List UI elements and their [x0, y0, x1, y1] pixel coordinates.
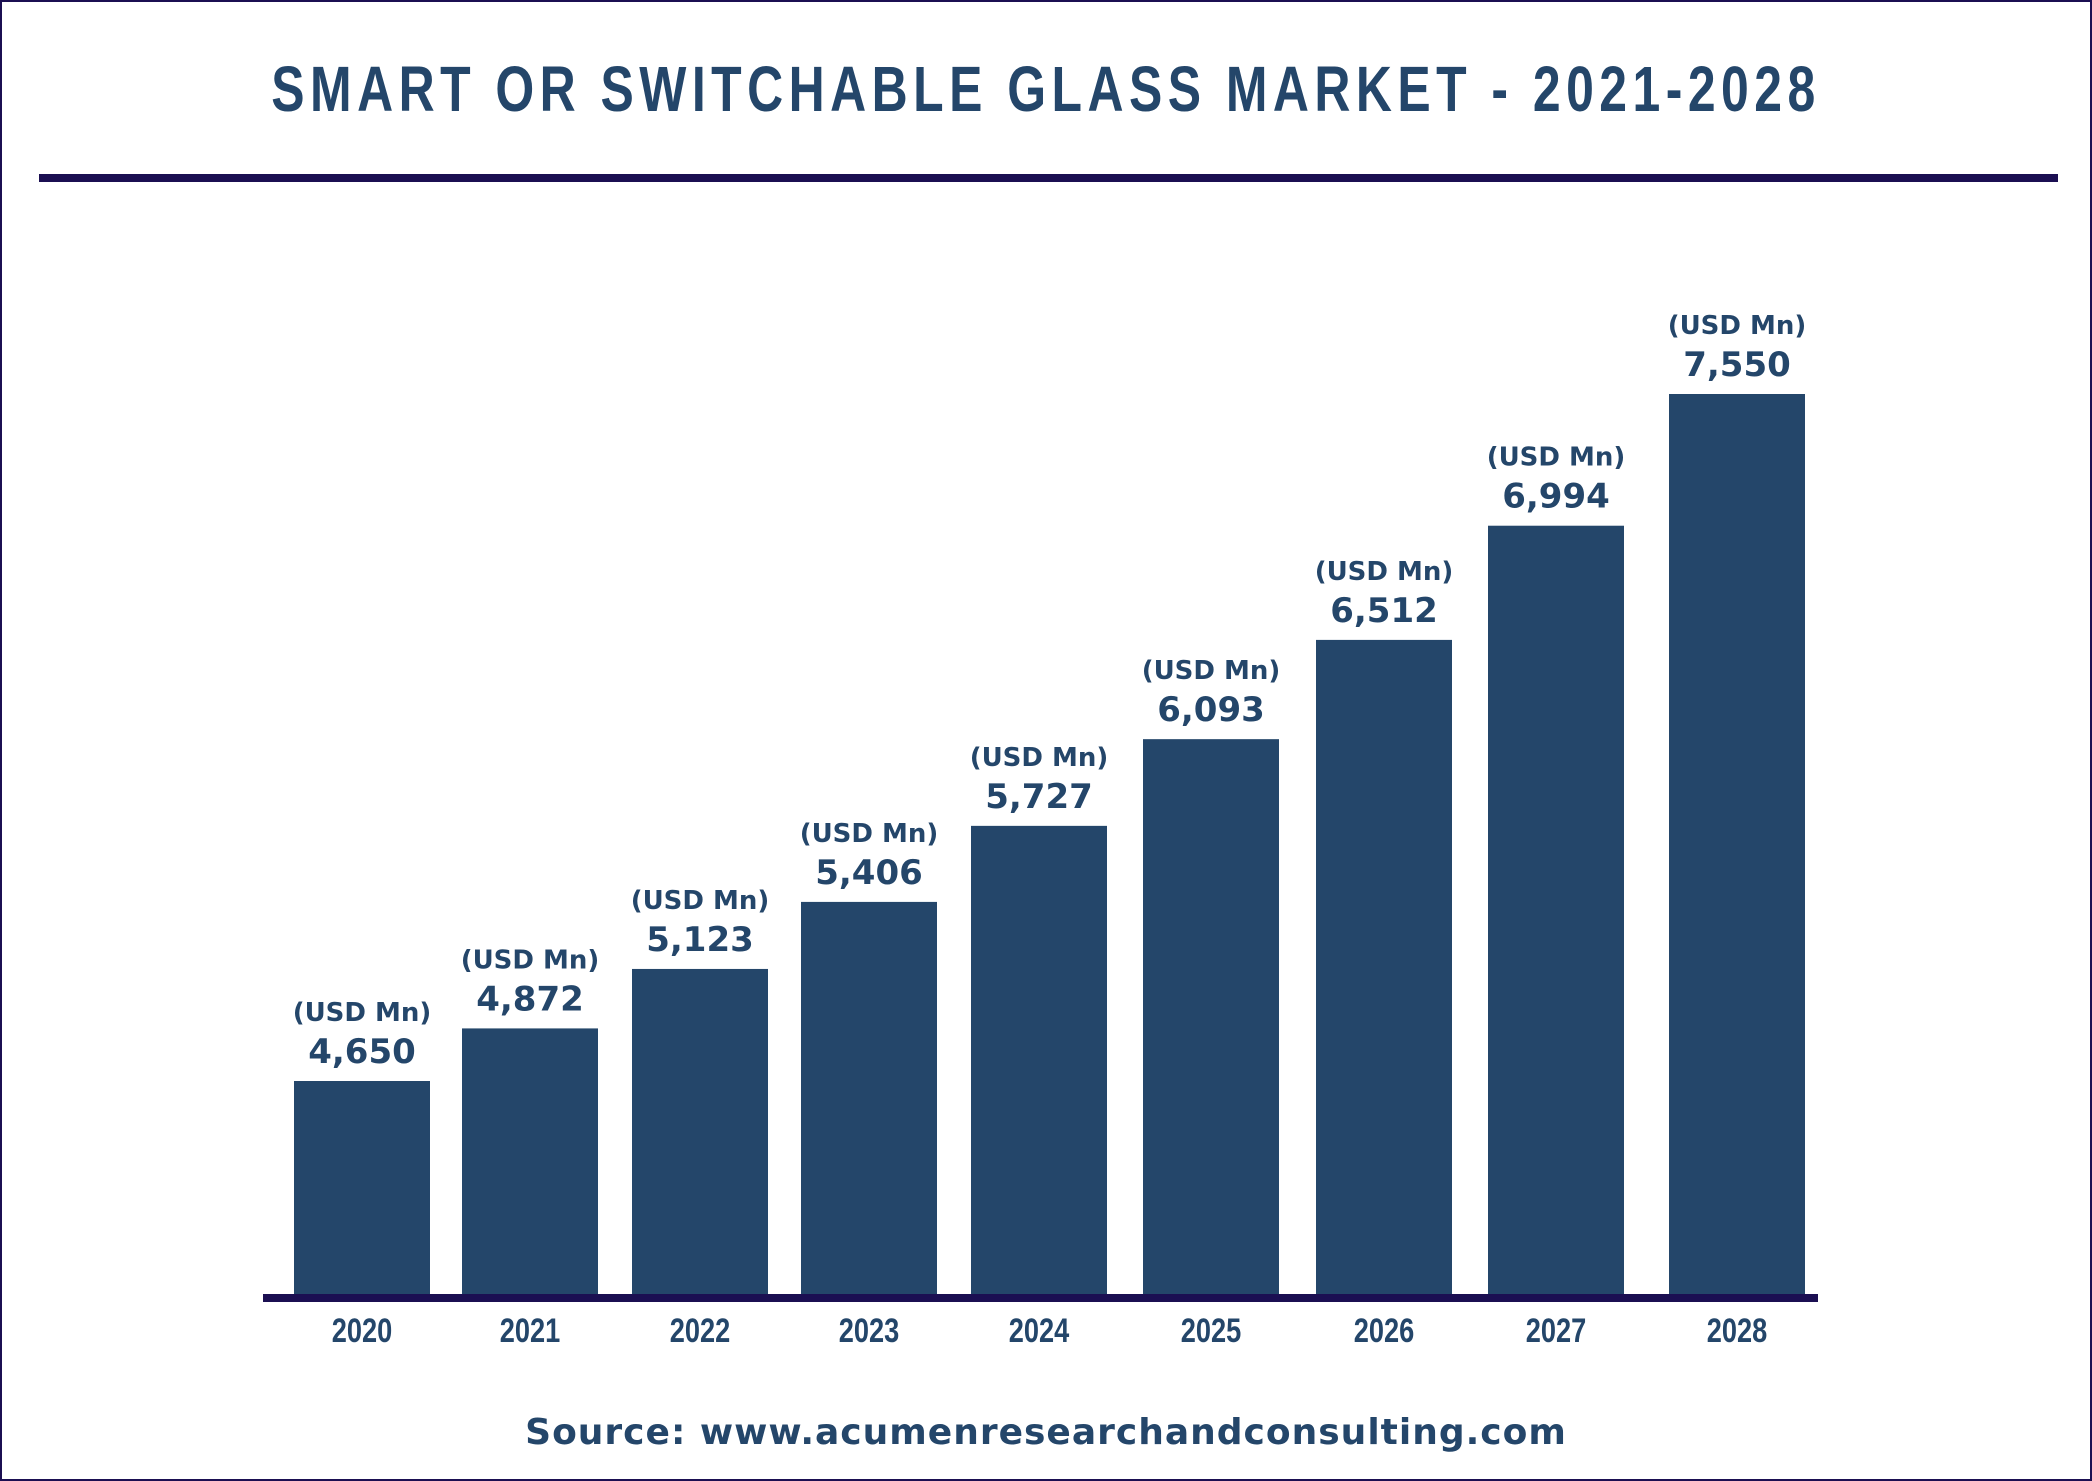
x-tick-label: 2022 — [670, 1311, 730, 1350]
unit-label: (USD Mn) — [1487, 443, 1626, 473]
header-divider — [39, 174, 2058, 182]
x-tick-label: 2027 — [1526, 1311, 1586, 1350]
x-tick-label: 2026 — [1354, 1311, 1414, 1350]
x-tick-label: 2023 — [839, 1311, 899, 1350]
unit-label: (USD Mn) — [1142, 656, 1281, 686]
x-tick-label: 2021 — [500, 1311, 560, 1350]
x-tick-label: 2025 — [1181, 1311, 1241, 1350]
unit-label: (USD Mn) — [293, 998, 432, 1028]
data-label: 6,093 — [1157, 690, 1265, 730]
data-label: 5,727 — [985, 777, 1093, 817]
bar-2024 — [971, 825, 1107, 1294]
unit-label: (USD Mn) — [970, 743, 1109, 773]
data-label: 7,550 — [1683, 345, 1791, 385]
unit-label: (USD Mn) — [631, 886, 770, 916]
bar-2025 — [1143, 739, 1279, 1294]
unit-label: (USD Mn) — [1668, 311, 1807, 341]
chart-title: SMART OR SWITCHABLE GLASS MARKET - 2021-… — [271, 53, 1821, 125]
data-label: 4,872 — [476, 979, 584, 1019]
bar-2022 — [632, 968, 768, 1294]
data-label: 5,123 — [646, 920, 754, 960]
data-label: 6,512 — [1330, 591, 1438, 631]
x-tick-label: 2024 — [1009, 1311, 1069, 1350]
data-label: 6,994 — [1502, 477, 1610, 517]
bar-2026 — [1316, 639, 1452, 1294]
bar-2020 — [294, 1081, 430, 1294]
x-tick-label: 2028 — [1707, 1311, 1767, 1350]
bar-2021 — [462, 1028, 598, 1294]
unit-label: (USD Mn) — [1315, 557, 1454, 587]
bar-2027 — [1488, 525, 1624, 1294]
bar-2028 — [1669, 394, 1805, 1294]
source-note: Source: www.acumenresearchandconsulting.… — [525, 1412, 1567, 1453]
unit-label: (USD Mn) — [800, 819, 939, 849]
x-tick-label: 2020 — [332, 1311, 392, 1350]
x-axis-line — [263, 1294, 1818, 1302]
unit-label: (USD Mn) — [461, 945, 600, 975]
bar-2023 — [801, 901, 937, 1294]
data-label: 4,650 — [308, 1032, 416, 1072]
data-label: 5,406 — [815, 853, 923, 893]
